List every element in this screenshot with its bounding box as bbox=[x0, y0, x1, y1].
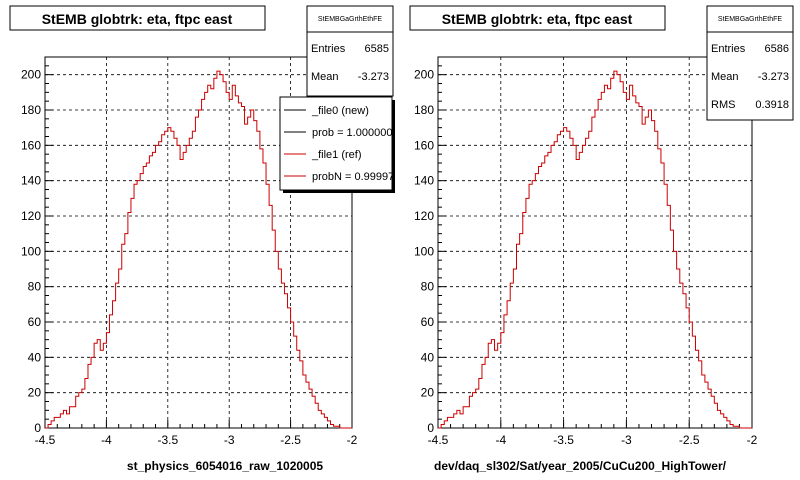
y-tick-label: 140 bbox=[414, 174, 434, 188]
y-tick-label: 20 bbox=[28, 386, 42, 400]
x-tick-label: -2 bbox=[747, 433, 758, 447]
stats-label: Mean bbox=[311, 71, 339, 83]
y-tick-label: 0 bbox=[34, 421, 41, 435]
stats-value: -3.273 bbox=[758, 71, 789, 83]
x-tick-label: -4 bbox=[101, 433, 112, 447]
x-tick-label: -2.5 bbox=[280, 433, 301, 447]
right-stats-box: StEMBGaGrthEthFE Entries 6586 Mean -3.273 RMS… bbox=[706, 5, 794, 121]
stats-value: -3.273 bbox=[358, 71, 389, 83]
x-tick-label: -4.5 bbox=[428, 433, 449, 447]
histogram-series-line bbox=[438, 70, 752, 429]
legend-frame bbox=[279, 96, 393, 191]
right-title: StEMB globtrk: eta, ftpc east bbox=[442, 11, 633, 27]
left-legend: _file0 (new) prob = 1.000000 _file1 (ref) p… bbox=[279, 96, 395, 193]
left-xlabel: st_physics_6054016_raw_1020005 bbox=[127, 459, 323, 473]
y-tick-label: 40 bbox=[421, 350, 435, 364]
y-tick-label: 80 bbox=[28, 280, 42, 294]
right-title-box bbox=[409, 5, 666, 31]
stats-label: Entries bbox=[711, 43, 746, 55]
x-tick-label: -3.5 bbox=[157, 433, 178, 447]
y-tick-label: 60 bbox=[28, 315, 42, 329]
y-tick-label: 200 bbox=[21, 68, 41, 82]
right-xlabel: dev/daq_sl302/Sat/year_2005/CuCu200_High… bbox=[434, 459, 727, 473]
legend-label: probN = 0.99997 bbox=[312, 171, 394, 183]
stats-box-frame bbox=[306, 5, 394, 97]
left-histogram-pad: StEMB globtrk: eta, ftpc east -4.5 -4 -3.5… bbox=[9, 5, 395, 473]
legend-label: _file1 (ref) bbox=[311, 149, 362, 161]
y-tick-label: 180 bbox=[21, 103, 41, 117]
y-tick-label: 0 bbox=[427, 421, 434, 435]
stats-value: 6585 bbox=[365, 43, 389, 55]
y-tick-label: 60 bbox=[421, 315, 435, 329]
right-plot-area: -4.5 -4 -3.5 -3 -2.5 -2 0 20 40 60 80 100 120 140 160 1… bbox=[414, 56, 758, 447]
y-tick-label: 160 bbox=[21, 138, 41, 152]
stats-value: 6586 bbox=[765, 43, 789, 55]
y-tick-label: 160 bbox=[414, 138, 434, 152]
y-tick-label: 100 bbox=[414, 244, 434, 258]
y-tick-label: 120 bbox=[21, 209, 41, 223]
right-histogram-pad: StEMB globtrk: eta, ftpc east -4.5 -4 -3.5… bbox=[409, 5, 794, 473]
left-stats-box: StEMBGaGrthEthFE Entries 6585 Mean -3.273 bbox=[306, 5, 394, 97]
x-tick-label: -2.5 bbox=[679, 433, 700, 447]
stats-value: 0.3918 bbox=[755, 99, 789, 111]
x-tick-label: -4 bbox=[495, 433, 506, 447]
histogram-series-line bbox=[45, 70, 352, 429]
x-tick-label: -3.5 bbox=[553, 433, 574, 447]
x-tick-label: -3 bbox=[224, 433, 235, 447]
y-tick-label: 20 bbox=[421, 386, 435, 400]
y-tick-label: 120 bbox=[414, 209, 434, 223]
stats-box-frame bbox=[706, 5, 794, 121]
y-tick-label: 180 bbox=[414, 103, 434, 117]
stats-header: StEMBGaGrthEthFE bbox=[718, 16, 783, 23]
x-tick-label: -2 bbox=[347, 433, 358, 447]
left-title-box bbox=[9, 5, 266, 31]
y-tick-label: 140 bbox=[21, 174, 41, 188]
stats-label: Mean bbox=[711, 71, 739, 83]
y-tick-label: 40 bbox=[28, 350, 42, 364]
plot-frame bbox=[437, 56, 753, 429]
y-tick-label: 200 bbox=[414, 68, 434, 82]
stats-label: Entries bbox=[311, 43, 346, 55]
stats-header: StEMBGaGrthEthFE bbox=[318, 16, 383, 23]
left-title: StEMB globtrk: eta, ftpc east bbox=[42, 11, 233, 27]
y-tick-label: 100 bbox=[21, 244, 41, 258]
legend-label: prob = 1.000000 bbox=[312, 127, 392, 139]
x-tick-label: -4.5 bbox=[35, 433, 56, 447]
legend-label: _file0 (new) bbox=[311, 105, 369, 117]
x-tick-label: -3 bbox=[621, 433, 632, 447]
y-tick-label: 80 bbox=[421, 280, 435, 294]
stats-label: RMS bbox=[711, 99, 735, 111]
